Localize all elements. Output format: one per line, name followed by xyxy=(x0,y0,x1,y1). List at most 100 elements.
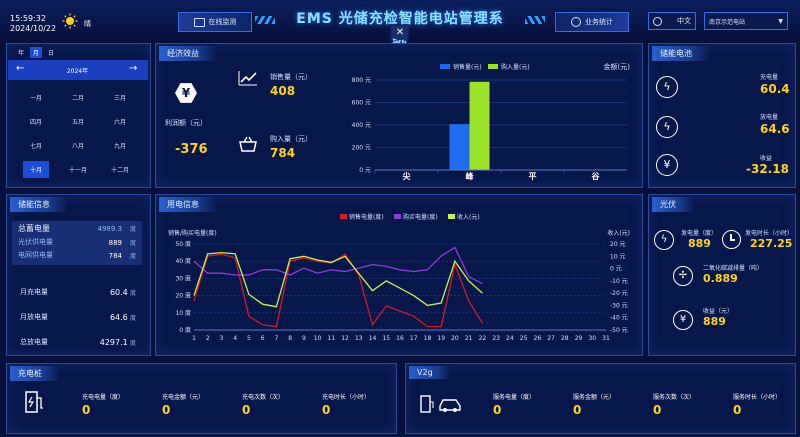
basket-icon xyxy=(238,136,258,152)
charger-item-label: 充电次数（次） xyxy=(242,394,285,401)
x-tick-label: 4 xyxy=(233,335,237,342)
x-tick-label: 8 xyxy=(288,335,292,342)
total-discharge-row: 总放电量 4297.1 度 xyxy=(20,337,136,347)
y-left-tick: 30 度 xyxy=(175,274,191,282)
month-item-3[interactable]: 三月 xyxy=(113,95,126,102)
economic-title: 经济效益 xyxy=(159,46,217,61)
windmill-icon: ✢ xyxy=(673,266,693,286)
storage-row-label: 总蓄电量 xyxy=(18,224,50,233)
x-tick-label: 22 xyxy=(479,335,487,342)
y-left-tick: 40 度 xyxy=(175,257,191,265)
month-charge-unit: 度 xyxy=(129,289,136,297)
x-tick-label: 20 xyxy=(451,335,459,342)
month-discharge-value: 64.6 xyxy=(109,312,128,322)
buy-label: 购入量（元） xyxy=(270,135,312,143)
prev-year-button[interactable]: ← xyxy=(16,63,24,74)
charger-item-label: 充电时长（小时） xyxy=(322,394,371,401)
month-item-12[interactable]: 十二月 xyxy=(110,167,129,174)
storage-row-label: 电网供电量 xyxy=(18,251,53,259)
month-item-11[interactable]: 十一月 xyxy=(68,167,87,174)
x-tick-label: 29 xyxy=(575,335,583,342)
month-item-5[interactable]: 五月 xyxy=(71,119,84,126)
clock-date: 2024/10/22 xyxy=(10,24,57,33)
storage-info-title: 储能信息 xyxy=(10,197,68,212)
y-right-tick: -50 元 xyxy=(610,327,628,334)
x-tick-label: 15 xyxy=(382,335,390,342)
category-label: 谷 xyxy=(591,171,601,181)
category-label: 峰 xyxy=(466,171,474,181)
pv-co2-value: 0.889 xyxy=(703,272,738,285)
y-right-tick: -30 元 xyxy=(610,302,628,309)
bar xyxy=(469,81,490,170)
y-tick-label: 600 元 xyxy=(352,100,371,107)
y-tick-label: 800 元 xyxy=(352,77,371,84)
discharge-icon: ϟ xyxy=(656,116,678,138)
charger-item-value: 0 xyxy=(322,403,331,417)
x-tick-label: 13 xyxy=(355,335,363,342)
x-tick-label: 27 xyxy=(547,335,555,342)
month-item-6[interactable]: 六月 xyxy=(113,119,126,126)
monitor-icon xyxy=(193,17,205,27)
month-item-7[interactable]: 七月 xyxy=(29,143,42,150)
charger-item-value: 0 xyxy=(162,403,171,417)
legend-swatch xyxy=(488,64,498,69)
y-left-tick: 10 度 xyxy=(175,309,191,317)
stats-button[interactable]: 业务统计 xyxy=(555,12,629,32)
x-tick-label: 31 xyxy=(602,335,610,342)
storage-row-label: 光伏供电量 xyxy=(18,238,53,246)
month-item-4[interactable]: 四月 xyxy=(29,119,42,126)
legend-label: 购入量(元) xyxy=(501,63,530,71)
storage-row-value: 4989.3 xyxy=(97,225,122,233)
storage-row-unit: 度 xyxy=(129,252,136,260)
x-tick-label: 23 xyxy=(492,335,500,342)
month-discharge-row: 月放电量 64.6 度 xyxy=(20,312,136,322)
legend-swatch xyxy=(440,64,450,69)
y-left-tick: 0 度 xyxy=(179,326,191,334)
legend-label: 销售电量(度) xyxy=(349,213,384,221)
tab-year[interactable]: 年 xyxy=(18,50,25,57)
month-discharge-label: 月放电量 xyxy=(20,313,48,321)
pv-gen-icon: ϟ xyxy=(654,230,674,250)
monitor-button[interactable]: 在线监测 xyxy=(178,12,252,32)
legend-swatch xyxy=(448,214,455,219)
pv-gen-value: 889 xyxy=(688,237,711,250)
charger-item-value: 0 xyxy=(242,403,251,417)
category-label: 平 xyxy=(529,172,537,181)
y-right-tick: 10 元 xyxy=(610,253,626,260)
charger-item-label: 充电金额（元） xyxy=(162,394,205,401)
v2g-icon xyxy=(420,394,464,414)
tab-day[interactable]: 日 xyxy=(48,50,55,57)
language-select[interactable]: 中文 xyxy=(648,12,696,30)
x-tick-label: 18 xyxy=(424,335,432,342)
close-button[interactable]: ✕ xyxy=(391,26,409,40)
tab-month[interactable]: 月 xyxy=(30,47,43,58)
site-select[interactable]: 南京示范电站 ▼ xyxy=(704,12,788,30)
month-item-8[interactable]: 八月 xyxy=(71,143,84,150)
next-year-button[interactable]: → xyxy=(129,63,137,74)
clock-time: 15:59:32 xyxy=(10,14,46,23)
storage-summary xyxy=(12,221,142,265)
v2g-item-label: 服务电量（度） xyxy=(493,394,536,401)
pv-income-label: 收益（元） xyxy=(703,308,734,315)
month-item-1[interactable]: 一月 xyxy=(29,95,42,102)
y-tick-label: 400 元 xyxy=(352,122,371,129)
buy-value: 784 xyxy=(270,146,296,160)
sales-icon xyxy=(238,70,258,86)
usage-title: 用电信息 xyxy=(159,197,217,212)
calendar-year: 2024年 xyxy=(66,68,89,75)
x-tick-label: 2 xyxy=(206,335,210,342)
x-tick-label: 21 xyxy=(465,335,473,342)
month-item-9[interactable]: 九月 xyxy=(113,143,126,150)
x-tick-label: 25 xyxy=(520,335,528,342)
category-label: 尖 xyxy=(403,171,411,181)
pv-co2-label: 二氧化碳减排量（吨） xyxy=(703,265,764,272)
close-icon: ✕ xyxy=(395,27,405,38)
y-left-tick: 50 度 xyxy=(175,240,191,248)
month-charge-row: 月充电量 60.4 度 xyxy=(20,287,136,297)
x-tick-label: 30 xyxy=(588,335,596,342)
month-item-10[interactable]: 十月 xyxy=(23,161,49,178)
sun-icon xyxy=(62,13,78,29)
month-discharge-unit: 度 xyxy=(129,314,136,322)
sales-label: 销售量（元） xyxy=(270,73,312,81)
month-item-2[interactable]: 二月 xyxy=(71,95,84,102)
